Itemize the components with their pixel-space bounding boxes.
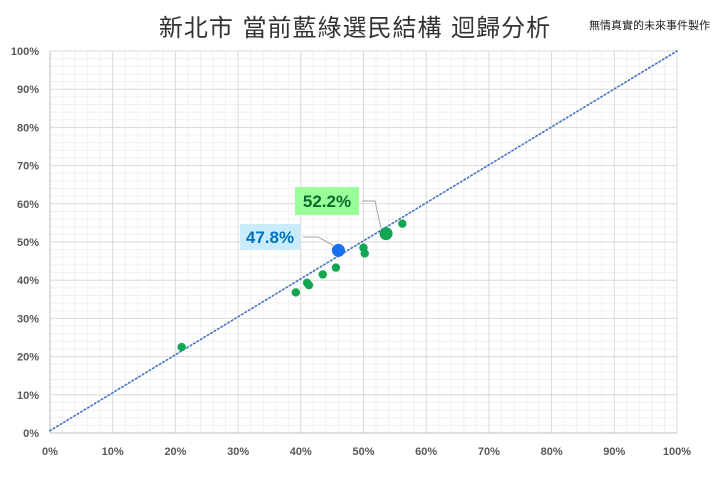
highlight-point — [331, 243, 345, 257]
data-point — [304, 280, 314, 290]
data-point — [398, 219, 407, 228]
y-tick-label: 70% — [17, 161, 39, 173]
callout-leader — [303, 236, 334, 246]
data-points — [177, 219, 407, 352]
data-point — [291, 288, 300, 297]
x-tick-label: 30% — [227, 446, 249, 458]
x-tick-label: 80% — [541, 446, 563, 458]
callout-label: 52.2% — [303, 192, 351, 211]
y-tick-label: 90% — [17, 84, 39, 96]
data-point — [177, 342, 186, 352]
y-tick-label: 100% — [11, 46, 39, 58]
chart-title: 新北市 當前藍綠選民結構 迴歸分析 — [158, 14, 552, 42]
x-tick-label: 70% — [478, 446, 500, 458]
chart-credit: 無情真實的未來事件製作 — [589, 19, 710, 32]
x-tick-label: 40% — [290, 446, 312, 458]
major-grid — [50, 50, 678, 433]
callout-leader — [362, 200, 382, 229]
callouts: 47.8% 52.2% — [240, 187, 393, 257]
y-tick-label: 80% — [17, 122, 39, 134]
y-tick-label: 40% — [17, 275, 39, 287]
y-tick-labels: 0% 10% 20% 30% 40% 50% 60% 70% 80% 90% 100% — [11, 46, 39, 440]
callout-box — [295, 187, 359, 215]
y-tick-label: 60% — [17, 199, 39, 211]
callout-box — [240, 224, 300, 250]
axes — [49, 51, 677, 434]
data-point — [360, 249, 369, 258]
trendline-group — [49, 50, 678, 432]
x-tick-label: 90% — [603, 446, 625, 458]
data-point — [331, 263, 341, 272]
highlight-point — [379, 227, 393, 241]
x-tick-labels: 0% 10% 20% 30% 40% 50% 60% 70% 80% 90% 100% — [42, 446, 691, 458]
trendline — [49, 50, 678, 432]
y-tick-label: 50% — [17, 237, 39, 249]
y-tick-label: 20% — [17, 352, 39, 364]
y-tick-label: 0% — [23, 428, 39, 440]
x-tick-label: 0% — [42, 446, 58, 458]
y-tick-label: 30% — [17, 313, 39, 325]
x-tick-label: 10% — [102, 446, 124, 458]
data-point — [318, 270, 327, 279]
x-tick-label: 20% — [164, 446, 186, 458]
x-tick-label: 60% — [415, 446, 437, 458]
callout-label: 47.8% — [246, 228, 294, 247]
y-tick-label: 10% — [17, 390, 39, 402]
x-tick-label: 50% — [352, 446, 374, 458]
x-tick-label: 100% — [663, 446, 691, 458]
